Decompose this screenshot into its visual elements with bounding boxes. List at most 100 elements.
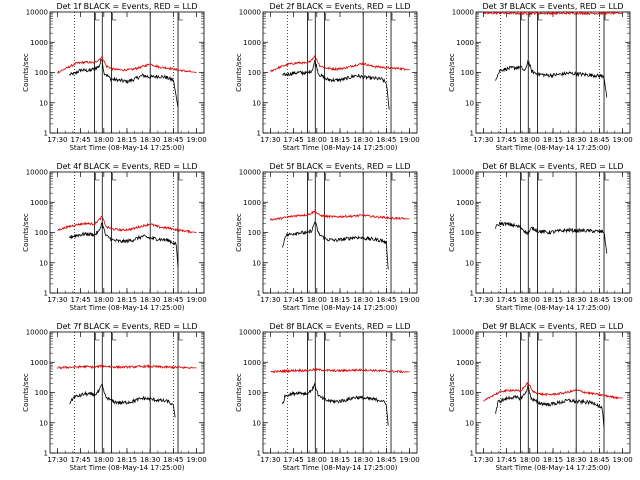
events-series-line — [69, 222, 179, 268]
y-tick-label: 100 — [248, 69, 261, 77]
x-tick-label: 19:00 — [399, 296, 419, 304]
flag-mark — [538, 173, 543, 181]
panel-6: Det 6f BLACK = Events, RED = LLD 1 10 100 10… — [448, 162, 633, 312]
x-tick-label: 18:30 — [140, 136, 160, 144]
events-series-line — [495, 59, 608, 98]
x-tick-label: 18:00 — [520, 296, 540, 304]
y-tick-label: 10000 — [239, 169, 261, 177]
y-tick-label: 10 — [39, 419, 48, 427]
x-tick-label: 18:15 — [330, 296, 350, 304]
flag-mark — [95, 13, 100, 21]
panel-title: Det 7f BLACK = Events, RED = LLD — [56, 322, 197, 331]
panel-4: Det 4f BLACK = Events, RED = LLD 1 10 100 10… — [22, 162, 207, 312]
y-tick-label: 10 — [465, 419, 474, 427]
x-tick-label: 17:45 — [284, 296, 304, 304]
x-tick-label: 17:30 — [260, 456, 280, 464]
y-axis-label: Counts/sec — [22, 373, 30, 412]
lld-series-line — [57, 215, 197, 234]
x-tick-label: 17:45 — [497, 136, 517, 144]
flag-mark — [178, 173, 184, 181]
x-tick-label: 18:45 — [376, 296, 396, 304]
x-tick-label: 18:45 — [589, 296, 609, 304]
y-tick-label: 1000 — [243, 359, 261, 367]
x-axis-label: Start Time (08-May-14 17:25:00) — [495, 144, 610, 152]
panel-title: Det 3f BLACK = Events, RED = LLD — [482, 2, 623, 11]
x-tick-label: 18:00 — [307, 136, 327, 144]
flag-mark — [604, 13, 610, 21]
y-tick-label: 1 — [257, 130, 261, 138]
x-tick-label: 19:00 — [186, 136, 206, 144]
y-tick-label: 10000 — [26, 169, 48, 177]
panel-title: Det 9f BLACK = Events, RED = LLD — [482, 322, 623, 331]
flag-mark — [538, 333, 543, 341]
x-tick-label: 18:15 — [117, 136, 137, 144]
x-tick-label: 18:30 — [140, 456, 160, 464]
y-axis-label: Counts/sec — [235, 53, 243, 92]
y-tick-label: 10000 — [26, 329, 48, 337]
flag-mark — [308, 173, 313, 181]
y-tick-label: 10 — [252, 259, 261, 267]
x-tick-label: 17:45 — [497, 296, 517, 304]
y-tick-label: 1 — [44, 130, 48, 138]
flag-mark — [325, 13, 330, 21]
events-series-line — [282, 59, 390, 110]
y-tick-label: 100 — [35, 389, 48, 397]
y-tick-label: 1000 — [456, 199, 474, 207]
x-tick-label: 17:45 — [284, 136, 304, 144]
plot-frame — [262, 331, 418, 454]
x-tick-label: 17:45 — [497, 456, 517, 464]
x-tick-label: 17:30 — [47, 456, 67, 464]
x-axis-label: Start Time (08-May-14 17:25:00) — [282, 144, 397, 152]
flag-mark — [604, 333, 610, 341]
y-axis-label: Counts/sec — [448, 373, 456, 412]
y-axis-label: Counts/sec — [235, 213, 243, 252]
flag-mark — [112, 173, 117, 181]
y-tick-label: 1 — [470, 450, 474, 458]
y-tick-label: 1 — [470, 130, 474, 138]
x-tick-label: 19:00 — [612, 296, 632, 304]
panel-9: Det 9f BLACK = Events, RED = LLD 1 10 100 10… — [448, 322, 633, 472]
y-tick-label: 1000 — [456, 359, 474, 367]
x-tick-label: 18:00 — [520, 136, 540, 144]
y-tick-label: 10000 — [26, 9, 48, 17]
x-tick-label: 18:45 — [589, 456, 609, 464]
y-tick-label: 10000 — [452, 329, 474, 337]
plot-frame — [475, 171, 631, 294]
y-tick-label: 1 — [257, 450, 261, 458]
x-tick-label: 18:15 — [330, 456, 350, 464]
y-tick-label: 1000 — [243, 199, 261, 207]
y-tick-label: 10000 — [452, 9, 474, 17]
y-axis-label: Counts/sec — [235, 373, 243, 412]
x-tick-label: 17:30 — [473, 456, 493, 464]
x-tick-label: 17:30 — [260, 136, 280, 144]
x-tick-label: 17:45 — [284, 456, 304, 464]
y-tick-label: 100 — [461, 69, 474, 77]
x-tick-label: 18:30 — [353, 296, 373, 304]
lld-series-line — [57, 55, 197, 74]
x-tick-label: 18:00 — [307, 296, 327, 304]
flag-mark — [325, 333, 330, 341]
x-axis-label: Start Time (08-May-14 17:25:00) — [495, 304, 610, 312]
x-axis-label: Start Time (08-May-14 17:25:00) — [495, 464, 610, 472]
x-tick-label: 19:00 — [399, 456, 419, 464]
panel-3: Det 3f BLACK = Events, RED = LLD 1 10 100 10… — [448, 2, 633, 152]
flag-mark — [178, 13, 184, 21]
flag-mark — [112, 13, 117, 21]
x-tick-label: 18:30 — [353, 136, 373, 144]
panel-5: Det 5f BLACK = Events, RED = LLD 1 10 100 10… — [235, 162, 420, 312]
y-tick-label: 10 — [39, 259, 48, 267]
flag-mark — [95, 333, 100, 341]
flag-mark — [538, 13, 543, 21]
y-tick-label: 100 — [248, 229, 261, 237]
x-tick-label: 17:45 — [71, 136, 91, 144]
x-tick-label: 19:00 — [612, 136, 632, 144]
x-axis-label: Start Time (08-May-14 17:25:00) — [282, 464, 397, 472]
flag-mark — [95, 173, 100, 181]
y-tick-label: 10000 — [452, 169, 474, 177]
events-series-line — [69, 59, 179, 108]
plot-frame — [49, 11, 205, 134]
flag-mark — [521, 173, 526, 181]
x-tick-label: 18:45 — [589, 136, 609, 144]
x-tick-label: 19:00 — [612, 456, 632, 464]
y-tick-label: 100 — [35, 69, 48, 77]
